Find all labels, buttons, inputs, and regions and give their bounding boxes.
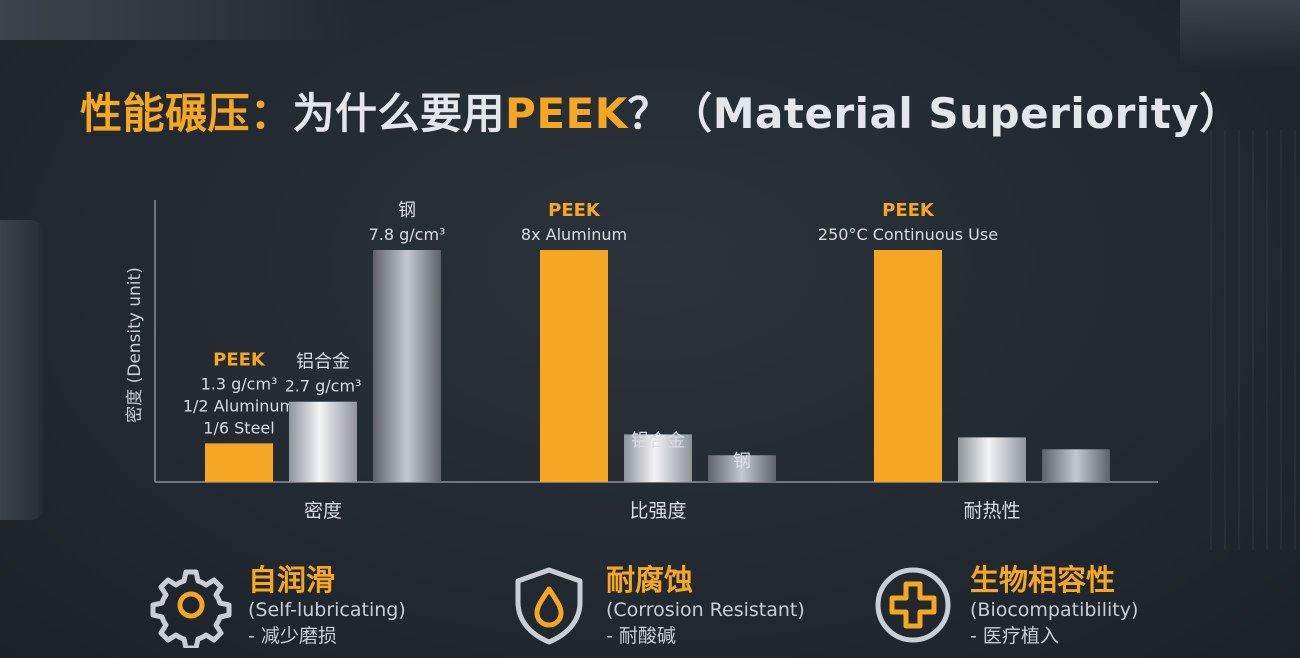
feature-title: 耐腐蚀 [606,563,694,597]
feature-subtitle: (Corrosion Resistant) [606,599,805,621]
feature-self-lubricating: 自润滑 (Self-lubricating) - 减少磨损 [148,562,406,658]
bar-2-2 [624,434,692,482]
x-category-label: 耐热性 [963,500,1020,522]
background-decoration [0,0,360,40]
shield-droplet-icon [506,562,592,648]
bar-1-1 [205,443,273,482]
feature-corrosion-resistant: 耐腐蚀 (Corrosion Resistant) - 耐酸碱 [506,562,805,658]
feature-note: - 耐酸碱 [606,625,676,647]
feature-biocompatibility: 生物相容性 (Biocompatibility) - 医疗植入 [870,562,1138,658]
bar-2-1 [540,250,608,482]
x-category-label: 比强度 [629,500,686,522]
bar-annotation-title: PEEK [213,349,266,370]
feature-subtitle: (Self-lubricating) [248,599,406,621]
plus-circle-icon [870,562,956,648]
bar-3-1 [874,250,942,482]
bar-annotation-title: PEEK [882,200,935,221]
bar-annotation-line: 2.7 g/cm³ [285,377,362,396]
feature-title: 生物相容性 [970,563,1116,597]
bar-1-2 [289,401,357,482]
background-decoration [0,220,46,520]
bar-1-3 [373,250,441,482]
bar-annotation-line: 1/6 Steel [203,418,274,437]
gear-icon [148,562,234,651]
title-part-2: 为什么要用 [292,89,506,138]
bar-3-2 [958,437,1026,482]
title-part-3: PEEK [505,89,628,138]
title-part-4: ？（Material Superiority） [627,89,1242,138]
feature-note: - 减少磨损 [248,625,337,647]
bar-annotation-title: 钢 [398,200,416,221]
bar-annotation-line: 7.8 g/cm³ [369,225,446,244]
page-title: 性能碾压：为什么要用PEEK？（Material Superiority） [80,80,1242,141]
bar-2-3 [708,455,776,482]
feature-note: - 医疗植入 [970,625,1059,647]
bar-annotation-line: 8x Aluminum [521,225,627,244]
bar-3-3 [1042,449,1110,482]
bar-chart: 密度 (Density unit) PEEK 1.3 g/cm³ 1/2 Alumin… [125,200,1158,522]
title-part-1: 性能碾压： [80,89,293,138]
feature-title: 自润滑 [248,563,336,597]
bar-annotation-title: 钢 [733,451,751,472]
feature-subtitle: (Biocompatibility) [970,599,1139,621]
bar-annotation-line: 1.3 g/cm³ [201,374,278,393]
y-axis-label: 密度 (Density unit) [125,267,145,423]
background-decoration [1180,0,1300,70]
x-category-label: 密度 [304,500,342,522]
bar-annotation-title: 铝合金 [631,430,685,451]
bar-annotation-title: 铝合金 [296,352,350,373]
bar-annotation-line: 250°C Continuous Use [818,225,998,244]
bar-annotation-title: PEEK [548,200,601,221]
circuit-decoration [1210,130,1300,550]
bar-annotation-line: 1/2 Aluminum [183,396,295,415]
